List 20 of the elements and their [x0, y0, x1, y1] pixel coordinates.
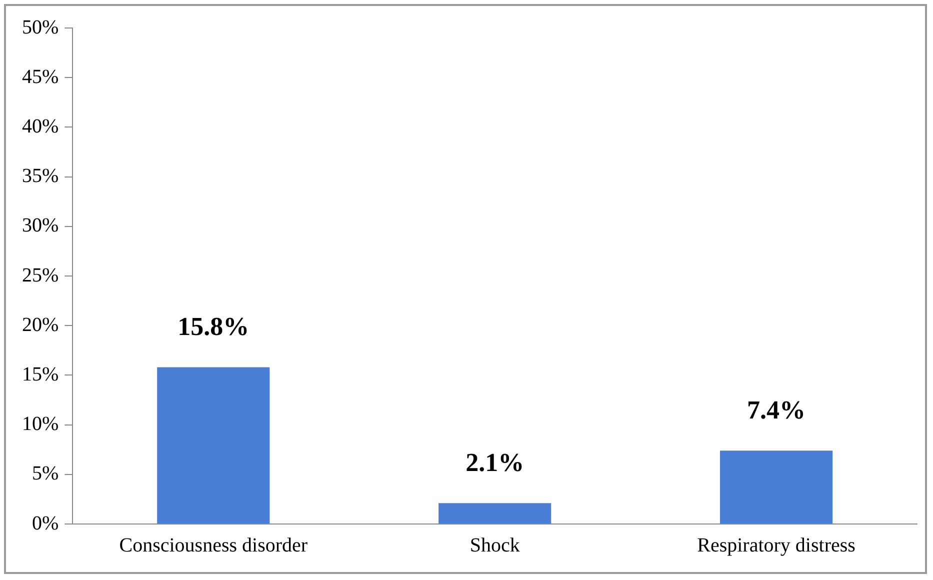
data-label: 2.1%	[466, 448, 524, 477]
y-tick-label: 0%	[32, 512, 59, 534]
y-tick-label: 25%	[22, 264, 59, 286]
data-label: 7.4%	[747, 395, 806, 424]
bar	[157, 367, 270, 524]
bar	[720, 450, 833, 524]
y-tick-label: 50%	[22, 16, 59, 38]
y-tick-label: 15%	[22, 363, 59, 386]
y-tick-label: 40%	[22, 115, 59, 138]
bar	[438, 503, 552, 524]
y-tick-label: 5%	[32, 462, 59, 485]
y-tick-label: 10%	[22, 413, 59, 436]
x-tick-label: Respiratory distress	[697, 534, 856, 556]
x-tick-label: Consciousness disorder	[119, 534, 308, 556]
y-tick-label: 30%	[22, 214, 59, 237]
y-tick-label: 20%	[22, 314, 59, 336]
y-tick-label: 35%	[22, 165, 59, 188]
y-tick-label: 45%	[22, 66, 59, 88]
x-tick-label: Shock	[470, 534, 520, 556]
data-label: 15.8%	[178, 312, 250, 341]
